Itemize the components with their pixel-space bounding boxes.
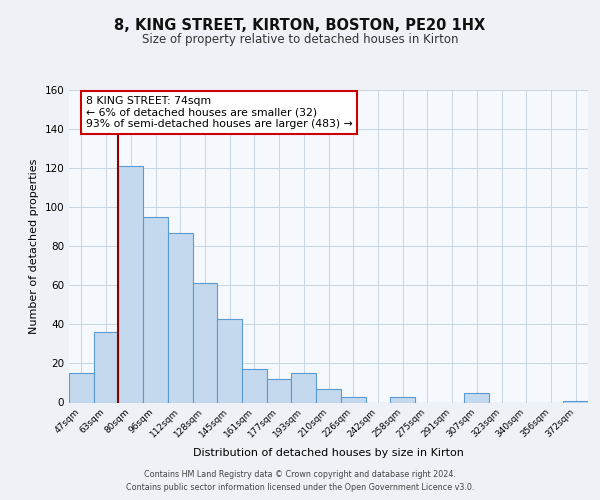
Bar xyxy=(242,370,267,402)
Bar xyxy=(168,232,193,402)
Bar xyxy=(217,318,242,402)
Text: Contains HM Land Registry data © Crown copyright and database right 2024.
Contai: Contains HM Land Registry data © Crown c… xyxy=(126,470,474,492)
X-axis label: Distribution of detached houses by size in Kirton: Distribution of detached houses by size … xyxy=(193,448,464,458)
Y-axis label: Number of detached properties: Number of detached properties xyxy=(29,158,39,334)
Bar xyxy=(464,392,489,402)
Bar xyxy=(316,389,341,402)
Bar xyxy=(292,373,316,402)
Text: 8, KING STREET, KIRTON, BOSTON, PE20 1HX: 8, KING STREET, KIRTON, BOSTON, PE20 1HX xyxy=(115,18,485,32)
Bar xyxy=(563,400,588,402)
Bar xyxy=(341,396,365,402)
Bar xyxy=(94,332,118,402)
Bar xyxy=(143,217,168,402)
Bar xyxy=(390,396,415,402)
Bar xyxy=(118,166,143,402)
Bar xyxy=(69,373,94,402)
Text: Size of property relative to detached houses in Kirton: Size of property relative to detached ho… xyxy=(142,32,458,46)
Text: 8 KING STREET: 74sqm
← 6% of detached houses are smaller (32)
93% of semi-detach: 8 KING STREET: 74sqm ← 6% of detached ho… xyxy=(86,96,353,129)
Bar xyxy=(267,379,292,402)
Bar xyxy=(193,284,217,403)
